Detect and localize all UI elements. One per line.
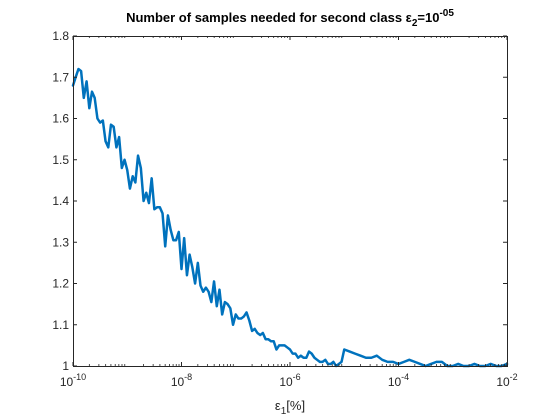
- y-tick-label-6: 1.6: [52, 112, 69, 126]
- y-tick-label-0: 1: [62, 359, 69, 373]
- x-tick-label-4: 10-2: [496, 372, 517, 389]
- series-line-0: [71, 67, 509, 368]
- x-tick-label-0: 10-10: [60, 372, 86, 389]
- x-tick-label-3: 10-4: [388, 372, 409, 389]
- x-axis-label: ε1[%]: [275, 398, 305, 417]
- ticks-layer: 1 1.1 1.2 1.3 1.4 1.5 1.6 1.7 1.8 10-10 10-8 10-6 10…: [52, 29, 517, 389]
- y-tick-label-1: 1.1: [52, 318, 69, 332]
- chart-title: Number of samples needed for second clas…: [126, 8, 454, 29]
- x-tick-label-1: 10-8: [171, 372, 192, 389]
- y-tick-label-7: 1.7: [52, 70, 69, 84]
- plot-area: [73, 36, 507, 366]
- y-tick-label-5: 1.5: [52, 153, 69, 167]
- y-tick-label-4: 1.4: [52, 194, 69, 208]
- y-tick-label-3: 1.3: [52, 235, 69, 249]
- x-tick-label-2: 10-6: [279, 372, 300, 389]
- series-layer: [71, 67, 509, 368]
- y-tick-label-8: 1.8: [52, 29, 69, 43]
- y-tick-label-2: 1.2: [52, 277, 69, 291]
